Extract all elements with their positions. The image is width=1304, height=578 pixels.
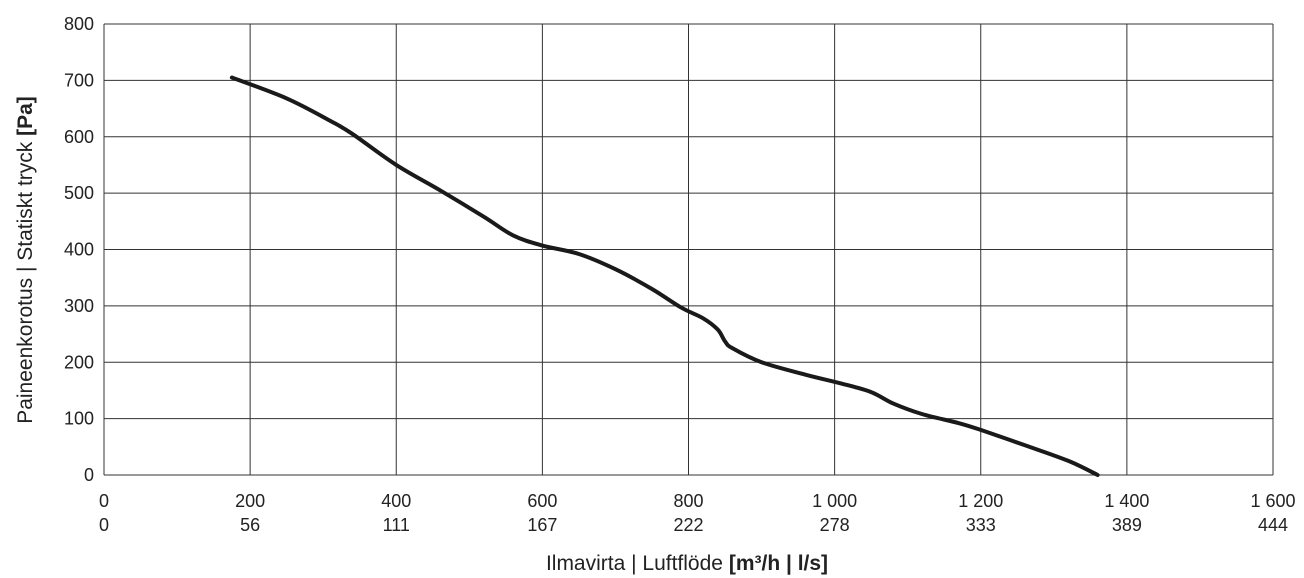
x-tick-label: 0 [99,491,109,511]
x-tick-label-secondary: 389 [1112,515,1142,535]
x-tick-label: 200 [235,491,265,511]
y-tick-label: 0 [84,465,94,485]
x-axis-title: Ilmavirta | Luftflöde [m³/h | l/s] [546,552,828,575]
x-tick-label-secondary: 111 [383,515,410,535]
x-tick-label: 1 400 [1104,491,1149,511]
y-tick-label: 600 [64,127,94,147]
y-tick-label: 700 [64,70,94,90]
x-tick-label-secondary: 278 [820,515,850,535]
x-tick-label: 1 600 [1250,491,1295,511]
x-tick-label: 800 [673,491,703,511]
x-tick-label-secondary: 0 [99,515,109,535]
x-axis-ticks: 0 0 200 56 400 111 600 167 800 222 1 000 278 1 200 33… [99,491,1296,535]
y-tick-label: 100 [64,409,94,429]
y-axis-title: Paineenkorotus | Statiskt tryck [Pa] [14,96,37,424]
x-tick-label: 1 200 [958,491,1003,511]
x-tick-label-secondary: 222 [673,515,703,535]
x-tick-label-secondary: 333 [966,515,996,535]
y-axis-ticks: 0 100 200 300 400 500 600 700 800 [64,14,94,485]
y-tick-label: 400 [64,240,94,260]
x-tick-label-secondary: 56 [240,515,260,535]
x-tick-label-secondary: 167 [527,515,557,535]
y-tick-label: 300 [64,296,94,316]
y-tick-label: 800 [64,14,94,34]
y-tick-label: 200 [64,352,94,372]
x-tick-label: 1 000 [812,491,857,511]
x-tick-label: 600 [527,491,557,511]
grid [103,23,1274,476]
series-layer [229,75,1100,477]
y-tick-label: 500 [64,183,94,203]
x-tick-label-secondary: 444 [1258,515,1288,535]
series-line [229,75,1100,477]
x-tick-label: 400 [381,491,411,511]
